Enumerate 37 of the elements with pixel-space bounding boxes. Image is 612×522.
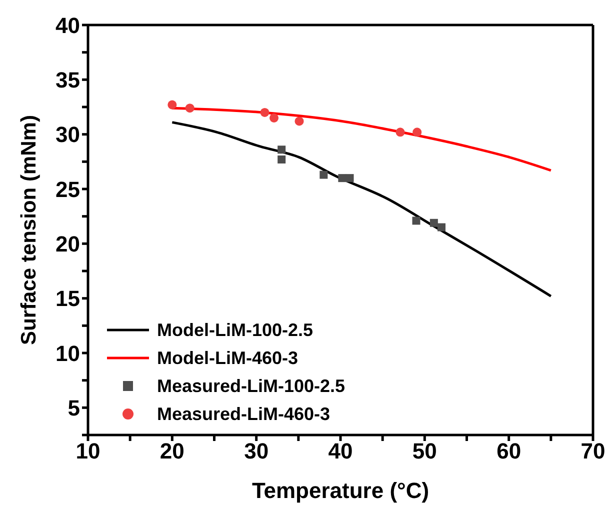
point [338,174,346,182]
legend-label: Model-LiM-100-2.5 [157,320,314,340]
x-axis-title: Temperature (°C) [252,478,430,503]
legend-label: Measured-LiM-460-3 [157,404,330,424]
point [278,146,286,154]
y-tick-label: 40 [56,12,80,38]
x-tick-label: 60 [496,438,522,464]
point [185,104,194,113]
y-tick-label: 35 [56,67,80,92]
x-tick-label: 70 [580,438,606,464]
point [438,223,446,232]
legend-label: Model-LiM-460-3 [157,348,298,368]
y-tick-label: 25 [56,176,80,202]
line-series [170,121,552,298]
point [294,116,304,126]
point [260,108,270,117]
x-tick-label: 10 [76,438,100,464]
point [430,218,438,227]
legend-label: Measured-LiM-100-2.5 [157,376,346,396]
y-tick-label: 10 [56,340,80,366]
y-tick-label: 20 [56,231,80,256]
y-tick-label: 30 [56,122,80,148]
point [269,113,279,122]
point [320,170,328,179]
point [412,216,420,225]
y-tick-label: 5 [68,395,80,420]
point [278,155,286,164]
x-tick-label: 30 [244,438,269,464]
y-tick-label: 15 [56,286,80,312]
x-tick-label: 50 [412,438,437,464]
point [168,100,177,110]
x-tick-label: 40 [328,438,353,464]
x-tick-label: 20 [160,438,184,464]
y-axis-title: Surface tension (mNm) [17,115,40,345]
point [412,128,422,137]
point [396,128,405,137]
point [346,174,354,182]
